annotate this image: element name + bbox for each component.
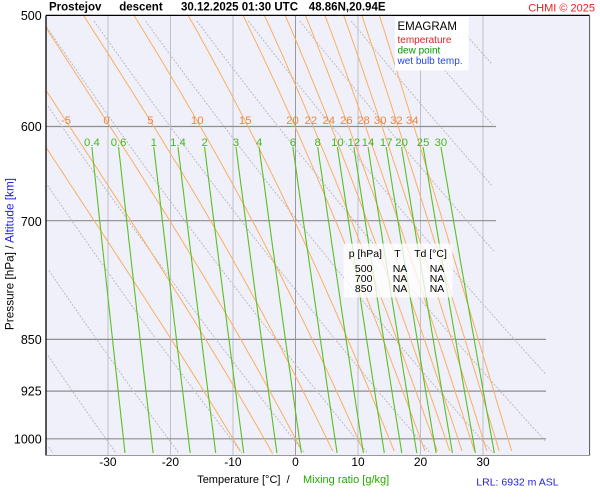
- svg-text:30: 30: [476, 455, 490, 469]
- svg-text:15: 15: [239, 115, 252, 127]
- svg-text:850: 850: [355, 283, 373, 295]
- svg-text:28: 28: [357, 115, 370, 127]
- svg-text:30: 30: [435, 137, 448, 149]
- svg-text:NA: NA: [393, 273, 408, 285]
- svg-text:10: 10: [331, 137, 344, 149]
- svg-text:-5: -5: [61, 115, 71, 127]
- svg-text:wet bulb temp.: wet bulb temp.: [397, 56, 463, 67]
- svg-text:NA: NA: [393, 283, 408, 295]
- svg-text:925: 925: [21, 385, 42, 399]
- svg-text:NA: NA: [393, 263, 408, 275]
- svg-text:34: 34: [406, 115, 419, 127]
- svg-text:600: 600: [21, 120, 42, 134]
- svg-text:4: 4: [256, 137, 262, 149]
- svg-text:32: 32: [390, 115, 403, 127]
- svg-text:Temperature [°C] /: Temperature [°C] /: [197, 474, 290, 486]
- svg-text:26: 26: [340, 115, 353, 127]
- svg-text:500: 500: [21, 9, 42, 23]
- svg-text:0: 0: [103, 115, 109, 127]
- svg-text:Td [°C]: Td [°C]: [414, 248, 447, 260]
- svg-text:3: 3: [233, 137, 239, 149]
- svg-text:48.86N,20.94E: 48.86N,20.94E: [309, 2, 386, 14]
- svg-text:EMAGRAM: EMAGRAM: [398, 21, 457, 33]
- svg-text:0: 0: [292, 455, 299, 469]
- svg-text:Pressure [hPa] / Altitude [k: Pressure [hPa] / Altitude [km]: [3, 178, 17, 330]
- svg-text:NA: NA: [430, 263, 445, 275]
- svg-text:-30: -30: [99, 455, 117, 469]
- svg-text:p [hPa]: p [hPa]: [349, 248, 382, 260]
- svg-text:8: 8: [315, 137, 321, 149]
- svg-text:NA: NA: [430, 283, 445, 295]
- svg-text:12: 12: [348, 137, 361, 149]
- svg-text:-10: -10: [224, 455, 242, 469]
- svg-text:17: 17: [380, 137, 393, 149]
- svg-text:30.12.2025 01:30 UTC: 30.12.2025 01:30 UTC: [181, 2, 298, 14]
- svg-text:Mixing ratio [g/kg]: Mixing ratio [g/kg]: [303, 474, 389, 486]
- svg-text:0.4: 0.4: [84, 137, 100, 149]
- svg-text:NA: NA: [430, 273, 445, 285]
- svg-text:20: 20: [414, 455, 428, 469]
- svg-text:-20: -20: [162, 455, 180, 469]
- svg-text:10: 10: [351, 455, 365, 469]
- svg-text:10: 10: [191, 115, 204, 127]
- svg-text:temperature: temperature: [398, 35, 452, 46]
- svg-text:6: 6: [290, 137, 296, 149]
- svg-text:20: 20: [286, 115, 299, 127]
- svg-text:24: 24: [323, 115, 336, 127]
- svg-text:700: 700: [355, 273, 373, 285]
- svg-text:30: 30: [374, 115, 387, 127]
- svg-text:5: 5: [147, 115, 153, 127]
- svg-text:0.6: 0.6: [111, 137, 127, 149]
- svg-text:descent: descent: [119, 2, 163, 14]
- svg-text:Prostejov: Prostejov: [49, 2, 102, 14]
- svg-text:T: T: [394, 248, 401, 260]
- svg-text:20: 20: [395, 137, 408, 149]
- svg-text:1: 1: [151, 137, 157, 149]
- svg-text:500: 500: [355, 263, 373, 275]
- svg-text:14: 14: [362, 137, 375, 149]
- svg-text:1000: 1000: [14, 432, 42, 446]
- svg-text:dew point: dew point: [398, 45, 441, 56]
- svg-text:CHMI © 2025: CHMI © 2025: [528, 2, 595, 14]
- svg-text:LRL: 6932 m ASL: LRL: 6932 m ASL: [476, 477, 558, 489]
- svg-text:25: 25: [417, 137, 430, 149]
- svg-text:2: 2: [201, 137, 207, 149]
- svg-text:22: 22: [305, 115, 318, 127]
- svg-text:700: 700: [21, 215, 42, 229]
- svg-text:1.4: 1.4: [170, 137, 186, 149]
- svg-text:850: 850: [21, 333, 42, 347]
